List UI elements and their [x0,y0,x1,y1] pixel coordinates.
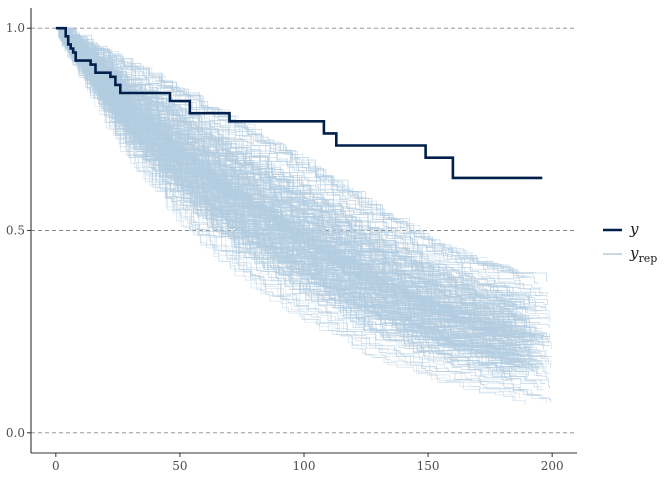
yrep-line [55,27,509,329]
yrep-line [55,27,533,323]
y-axis-ticks: 0.0 0.5 1.0 [6,21,31,440]
y-line [55,26,543,180]
yrep-line [55,27,543,341]
yrep-line [55,27,519,363]
yrep-line [55,27,549,294]
yrep-line [55,27,541,396]
yrep-series [55,27,552,405]
yrep-line [55,27,534,276]
y-tick-label: 1.0 [6,21,25,35]
yrep-line [55,27,532,371]
yrep-line [55,27,533,320]
y-tick-label: 0.5 [6,224,25,238]
yrep-line [55,27,526,405]
yrep-line [55,27,518,362]
yrep-line [55,27,543,366]
x-tick-label: 0 [52,459,60,473]
yrep-line [55,27,517,295]
yrep-line [55,27,517,313]
yrep-line [55,27,531,305]
yrep-line [55,27,509,329]
yrep-line [55,27,529,348]
yrep-line [55,27,505,328]
yrep-line [55,27,543,388]
legend-label-main: y [629,220,639,238]
yrep-line [55,27,516,316]
x-axis-ticks: 0 50 100 150 200 [52,453,564,473]
yrep-line [55,27,508,294]
x-tick-label: 150 [417,459,440,473]
yrep-line [55,27,521,368]
yrep-line [55,27,541,367]
y-tick-label: 0.0 [6,426,25,440]
legend-label-main: y [629,244,639,262]
legend-label-y: y [629,220,639,238]
yrep-line [55,27,543,289]
x-tick-label: 100 [293,459,316,473]
yrep-line [55,27,513,377]
yrep-line [55,27,532,361]
y-series [55,26,543,180]
yrep-line [55,27,512,344]
yrep-line [55,27,552,403]
x-tick-label: 200 [541,459,564,473]
yrep-line [55,27,513,299]
legend-label-subscript: rep [638,252,657,265]
yrep-line [55,27,517,305]
yrep-line [55,27,517,348]
x-tick-label: 50 [172,459,187,473]
yrep-line [55,27,509,271]
yrep-line [55,27,529,376]
yrep-line [55,27,521,399]
yrep-line [55,27,513,381]
yrep-line [55,27,527,333]
yrep-line [55,27,532,298]
yrep-line [55,27,506,373]
yrep-line [55,27,517,401]
yrep-line [55,27,523,333]
yrep-line [55,27,517,275]
yrep-line [55,27,513,352]
legend-label-yrep: yrep [629,244,657,265]
yrep-line [55,27,517,313]
yrep-line [55,27,529,318]
